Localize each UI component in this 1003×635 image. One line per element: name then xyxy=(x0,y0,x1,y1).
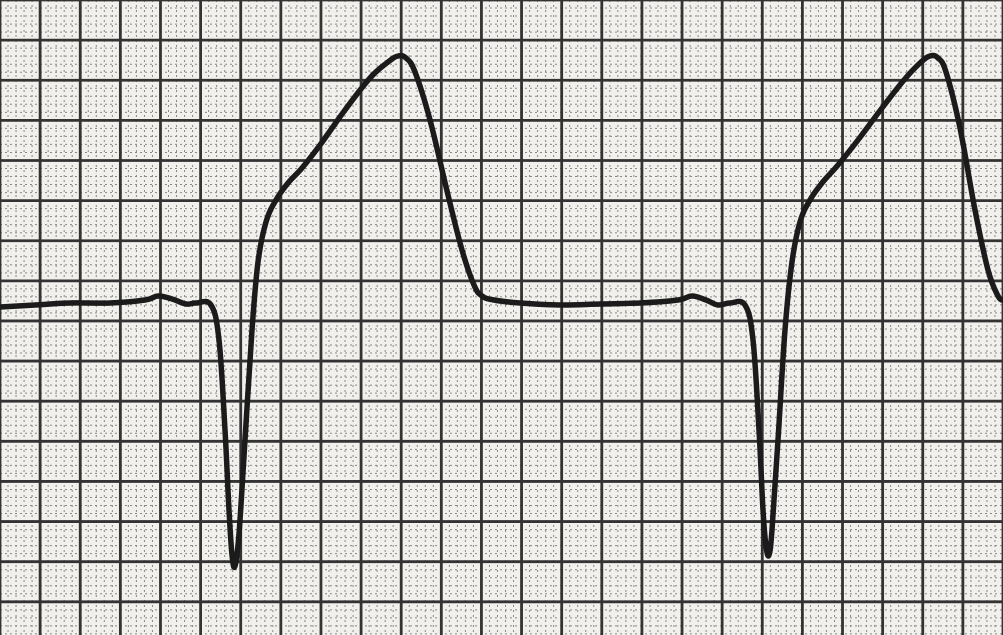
ecg-strip xyxy=(0,0,1003,635)
ecg-background xyxy=(0,0,1003,635)
